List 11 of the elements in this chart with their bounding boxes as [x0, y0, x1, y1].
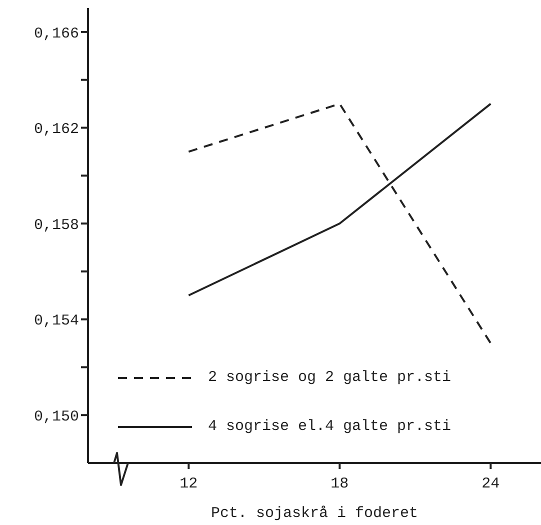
legend-label: 2 sogrise og 2 galte pr.sti [208, 369, 452, 386]
legend-label: 4 sogrise el.4 galte pr.sti [208, 418, 452, 435]
x-axis-title: Pct. sojaskrå i foderet [210, 505, 418, 522]
y-tick-label: 0,154 [34, 312, 79, 330]
y-tick-label: 0,166 [34, 25, 79, 42]
x-tick-label: 24 [482, 476, 500, 493]
y-tick-label: 0,162 [34, 121, 79, 138]
y-tick-label: 0,158 [34, 216, 79, 234]
y-tick-label: 0,150 [34, 408, 79, 426]
x-tick-label: 18 [330, 476, 349, 493]
x-tick-label: 12 [180, 476, 198, 493]
